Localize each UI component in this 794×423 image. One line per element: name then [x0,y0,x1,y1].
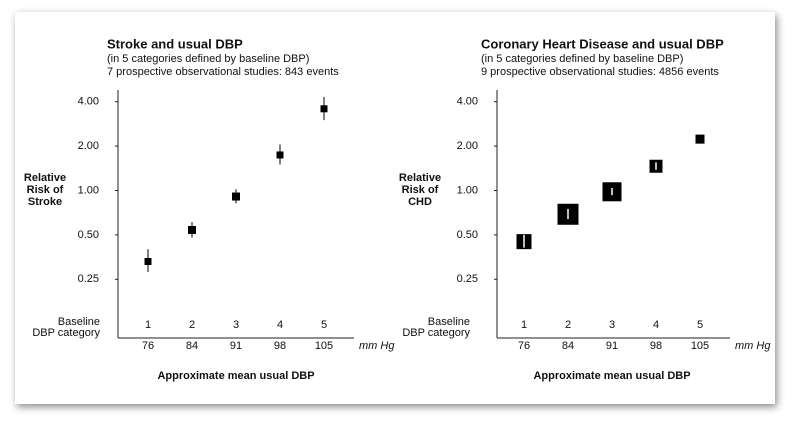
subtitle: 7 prospective observational studies: 843… [107,66,339,78]
marker [276,151,284,159]
x-tick-label: 84 [186,340,198,352]
y-axis-label: Stroke [28,196,62,208]
baseline-category: 1 [521,319,527,331]
y-tick-label: 1.00 [78,184,99,196]
chart-title: Coronary Heart Disease and usual DBP [481,36,724,51]
x-tick-label: 105 [691,340,709,352]
x-tick-label: 98 [274,340,286,352]
y-tick-label: 2.00 [457,140,478,152]
marker [144,258,152,266]
baseline-category: 5 [321,319,327,331]
baseline-category: 2 [189,319,195,331]
y-tick-label: 0.50 [457,229,478,241]
x-axis-label: Approximate mean usual DBP [533,370,690,382]
y-axis-label: Risk of [27,184,64,196]
y-tick-label: 2.00 [78,140,99,152]
x-tick-label: 84 [562,340,574,352]
x-tick-label: 76 [142,340,154,352]
x-tick-label: 91 [606,340,618,352]
chart-title: Stroke and usual DBP [107,36,243,51]
subtitle: (in 5 categories defined by baseline DBP… [481,53,683,65]
baseline-category: 4 [653,319,659,331]
baseline-category: 5 [697,319,703,331]
marker [695,134,705,144]
y-axis-label: Risk of [402,184,439,196]
y-axis-label: Relative [24,172,66,184]
baseline-category: 3 [233,319,239,331]
x-axis-label: Approximate mean usual DBP [157,370,314,382]
subtitle: 9 prospective observational studies: 485… [481,66,719,78]
baseline-label: Baseline [58,316,100,328]
baseline-label: DBP category [32,327,100,339]
x-tick-label: 76 [518,340,530,352]
subtitle: (in 5 categories defined by baseline DBP… [107,53,309,65]
y-tick-label: 1.00 [457,184,478,196]
y-tick-label: 4.00 [457,96,478,108]
baseline-category: 4 [277,319,283,331]
marker [188,225,196,234]
y-axis-label: CHD [408,196,432,208]
card [15,12,775,404]
x-tick-label: 98 [650,340,662,352]
baseline-category: 3 [609,319,615,331]
baseline-category: 1 [145,319,151,331]
y-axis-label: Relative [399,172,441,184]
x-tick-label: 105 [315,340,333,352]
baseline-label: DBP category [402,327,470,339]
baseline-category: 2 [565,319,571,331]
baseline-label: Baseline [428,316,470,328]
marker [320,105,328,113]
y-tick-label: 4.00 [78,96,99,108]
unit-label: mm Hg [359,340,395,352]
y-tick-label: 0.50 [78,229,99,241]
y-tick-label: 0.25 [78,273,99,285]
y-tick-label: 0.25 [457,273,478,285]
x-tick-label: 91 [230,340,242,352]
marker [232,192,240,201]
unit-label: mm Hg [735,340,771,352]
